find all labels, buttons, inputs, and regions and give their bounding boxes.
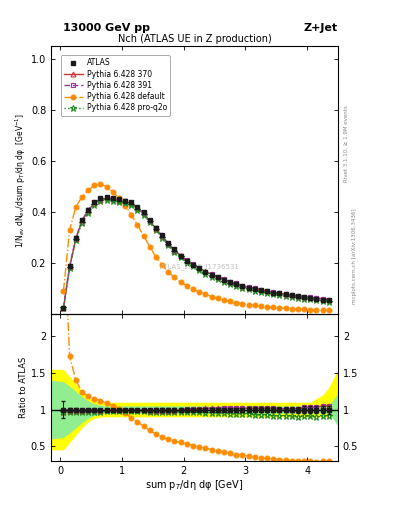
Title: Nch (ATLAS UE in Z production): Nch (ATLAS UE in Z production) (118, 34, 272, 44)
Text: Rivet 3.1.10, ≥ 1.9M events: Rivet 3.1.10, ≥ 1.9M events (344, 105, 349, 182)
Text: ATLAS_2019_I1736531: ATLAS_2019_I1736531 (160, 263, 240, 269)
Y-axis label: 1/N$_{ev}$ dN$_{ev}$/dsum p$_T$/dη dφ  [GeV$^{-1}$]: 1/N$_{ev}$ dN$_{ev}$/dsum p$_T$/dη dφ [G… (14, 113, 28, 248)
Text: Z+Jet: Z+Jet (304, 23, 338, 33)
Legend: ATLAS, Pythia 6.428 370, Pythia 6.428 391, Pythia 6.428 default, Pythia 6.428 pr: ATLAS, Pythia 6.428 370, Pythia 6.428 39… (61, 55, 170, 116)
Text: mcplots.cern.ch [arXiv:1306.3436]: mcplots.cern.ch [arXiv:1306.3436] (352, 208, 357, 304)
Y-axis label: Ratio to ATLAS: Ratio to ATLAS (19, 357, 28, 418)
Text: 13000 GeV pp: 13000 GeV pp (62, 23, 150, 33)
X-axis label: sum p$_T$/dη dφ [GeV]: sum p$_T$/dη dφ [GeV] (145, 478, 244, 493)
